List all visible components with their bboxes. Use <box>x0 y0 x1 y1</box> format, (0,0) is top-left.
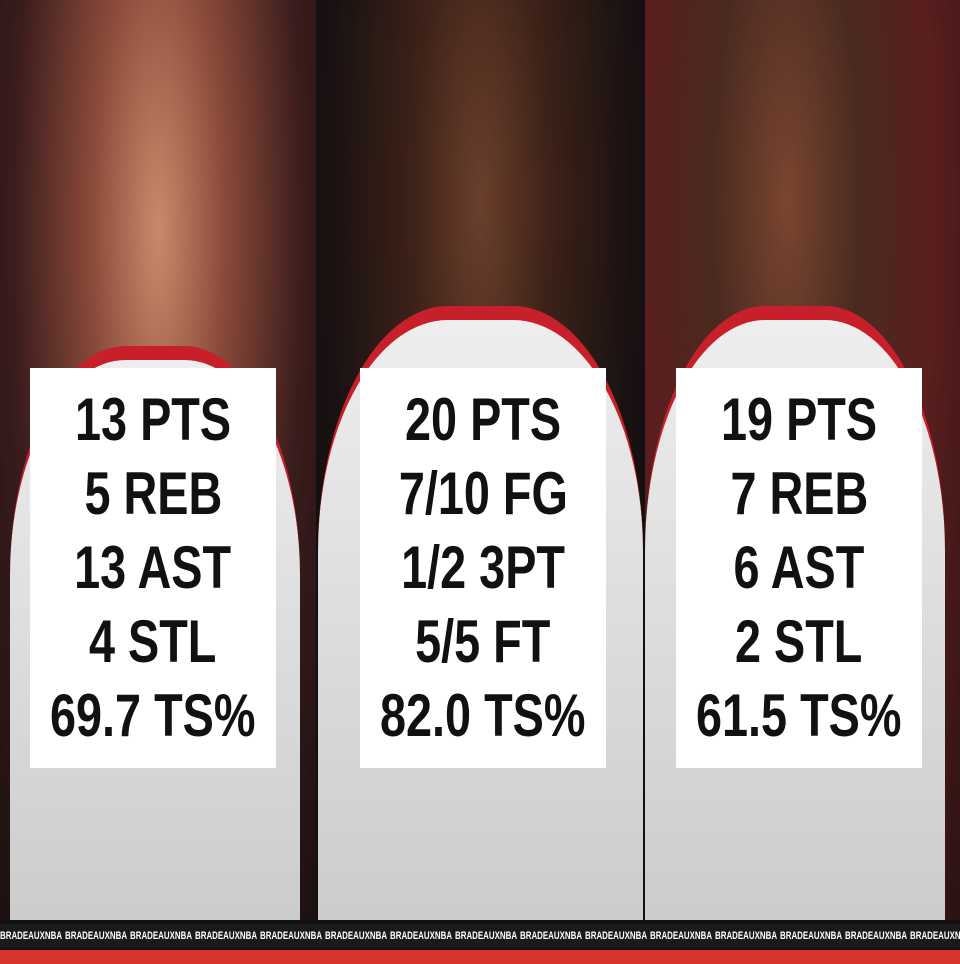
watermark: BRADEAUXNBA <box>520 930 583 942</box>
watermark: BRADEAUXNBA <box>130 930 193 942</box>
stat-line: 61.5 TS% <box>696 682 902 749</box>
watermark: BRADEAUXNBA <box>715 930 778 942</box>
stat-line: 1/2 3PT <box>401 534 565 601</box>
stat-line: 13 PTS <box>74 386 232 453</box>
watermark-strip: BRADEAUXNBA BRADEAUXNBA BRADEAUXNBA BRADEAU… <box>0 924 960 948</box>
watermark: BRADEAUXNBA <box>325 930 388 942</box>
stat-line: 5 REB <box>84 460 222 527</box>
watermark: BRADEAUXNBA <box>65 930 128 942</box>
stat-line: 82.0 TS% <box>380 682 586 749</box>
stat-line: 69.7 TS% <box>50 682 256 749</box>
watermark: BRADEAUXNBA <box>390 930 453 942</box>
watermark: BRADEAUXNBA <box>0 930 63 942</box>
stat-line: 4 STL <box>89 608 217 675</box>
watermark: BRADEAUXNBA <box>260 930 323 942</box>
stat-line: 19 PTS <box>720 386 878 453</box>
stat-line: 5/5 FT <box>415 608 551 675</box>
stat-line: 7 REB <box>730 460 868 527</box>
stat-line: 20 PTS <box>404 386 562 453</box>
stat-box: 19 PTS 7 REB 6 AST 2 STL 61.5 TS% <box>676 368 922 768</box>
stat-box: 20 PTS 7/10 FG 1/2 3PT 5/5 FT 82.0 TS% <box>360 368 606 768</box>
stat-line: 13 AST <box>74 534 232 601</box>
watermark: BRADEAUXNBA <box>845 930 908 942</box>
watermark: BRADEAUXNBA <box>780 930 843 942</box>
footer-bar <box>0 950 960 964</box>
stat-line: 2 STL <box>735 608 863 675</box>
stat-box: 13 PTS 5 REB 13 AST 4 STL 69.7 TS% <box>30 368 276 768</box>
watermark: BRADEAUXNBA <box>585 930 648 942</box>
watermark: BRADEAUXNBA <box>910 930 960 942</box>
stat-line: 7/10 FG <box>398 460 568 527</box>
stat-line: 6 AST <box>733 534 865 601</box>
watermark: BRADEAUXNBA <box>195 930 258 942</box>
watermark: BRADEAUXNBA <box>455 930 518 942</box>
watermark: BRADEAUXNBA <box>650 930 713 942</box>
